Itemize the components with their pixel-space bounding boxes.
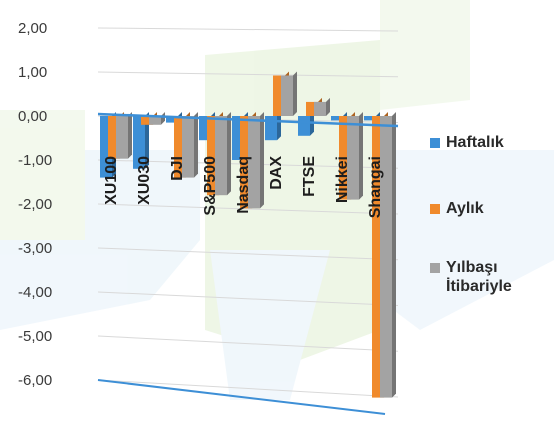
zero-baseline — [97, 112, 399, 415]
bar-nasdaq-y-lba-i-tibariyle — [248, 116, 260, 209]
category-label-ftse: FTSE — [301, 156, 318, 197]
gridline — [97, 291, 399, 306]
legend-swatch-ayl-k — [430, 204, 440, 214]
bar-dax-y-lba-i-tibariyle — [281, 75, 293, 116]
bars — [100, 71, 396, 398]
gridline — [97, 27, 399, 32]
gridline — [97, 379, 399, 398]
bar-dji-haftal-k — [166, 116, 178, 123]
bar-xu030-haftal-k — [133, 116, 145, 169]
bar-shangai-haftal-k — [364, 116, 376, 121]
legend-label-haftal-k: Haftalık — [446, 134, 504, 151]
bar-s-p500-y-lba-i-tibariyle — [215, 116, 227, 196]
bar-shangai-y-lba-i-tibariyle — [380, 116, 392, 398]
y-tick-label: -1,00 — [18, 152, 52, 169]
bar-side-dji-y-lba-i-tibariyle — [194, 112, 198, 178]
bar-xu100-y-lba-i-tibariyle — [116, 116, 128, 159]
bar-side-xu030-y-lba-i-tibariyle — [161, 112, 165, 125]
gridline — [97, 335, 399, 352]
category-labels: XU100 XU030 DJI S&P500 Nasdaq DAX FTSE Nikkei Sh… — [103, 156, 384, 219]
floor-line — [97, 379, 386, 415]
category-label-shangai: Shangai — [367, 156, 384, 218]
bar-side-dax-haftal-k — [277, 112, 281, 141]
y-tick-label: 1,00 — [18, 64, 47, 81]
bar-dji-y-lba-i-tibariyle — [182, 116, 194, 178]
bar-side-xu030-haftal-k — [145, 112, 149, 169]
category-label-xu030: XU030 — [136, 156, 153, 205]
bar-nikkei-haftal-k — [331, 116, 343, 121]
legend-label-ayl-k: Aylık — [446, 200, 484, 217]
category-label-dax: DAX — [268, 156, 285, 190]
gridline — [97, 71, 399, 78]
category-label-nasdaq: Nasdaq — [235, 156, 252, 214]
bar-side-s-p500-y-lba-i-tibariyle — [227, 112, 231, 196]
bar-side-ftse-y-lba-i-tibariyle — [326, 97, 330, 116]
y-tick-label: -6,00 — [18, 372, 52, 389]
category-label-nikkei: Nikkei — [334, 156, 351, 203]
category-label-dji: DJI — [169, 156, 186, 181]
y-tick-label: -4,00 — [18, 284, 52, 301]
bar-ftse-y-lba-i-tibariyle — [314, 101, 326, 116]
category-label-s-p500: S&P500 — [202, 156, 219, 216]
bar-xu030-ayl-k — [141, 116, 153, 125]
bar-xu030-y-lba-i-tibariyle — [149, 116, 161, 125]
zero-line — [97, 112, 399, 128]
bar-side-dax-y-lba-i-tibariyle — [293, 71, 297, 116]
gridline — [97, 247, 399, 261]
bar-side-xu100-y-lba-i-tibariyle — [128, 112, 132, 159]
legend-swatch-haftal-k — [430, 138, 440, 148]
y-tick-label: -3,00 — [18, 240, 52, 257]
y-tick-label: -5,00 — [18, 328, 52, 345]
legend-label-y-lba-i-tibariyle: İtibariyle — [446, 277, 512, 295]
bar-side-nikkei-y-lba-i-tibariyle — [359, 112, 363, 200]
bar-ftse-haftal-k — [298, 116, 310, 136]
legend-label-y-lba-i-tibariyle: Yılbaşı — [446, 259, 498, 276]
legend-swatch-y-lba-i-tibariyle — [430, 263, 440, 273]
category-label-xu100: XU100 — [103, 156, 120, 205]
bar-side-nasdaq-y-lba-i-tibariyle — [260, 112, 264, 209]
y-tick-label: -2,00 — [18, 196, 52, 213]
gridline — [97, 203, 399, 215]
bar-side-shangai-y-lba-i-tibariyle — [392, 112, 396, 398]
bar-side-ftse-haftal-k — [310, 112, 314, 136]
bar-nikkei-y-lba-i-tibariyle — [347, 116, 359, 200]
y-tick-label: 2,00 — [18, 20, 47, 37]
y-tick-label: 0,00 — [18, 108, 47, 125]
y-axis-tick-labels: 2,00 1,00 0,00 -1,00 -2,00 -3,00 -4,00 -5,00 -6,… — [18, 20, 52, 389]
